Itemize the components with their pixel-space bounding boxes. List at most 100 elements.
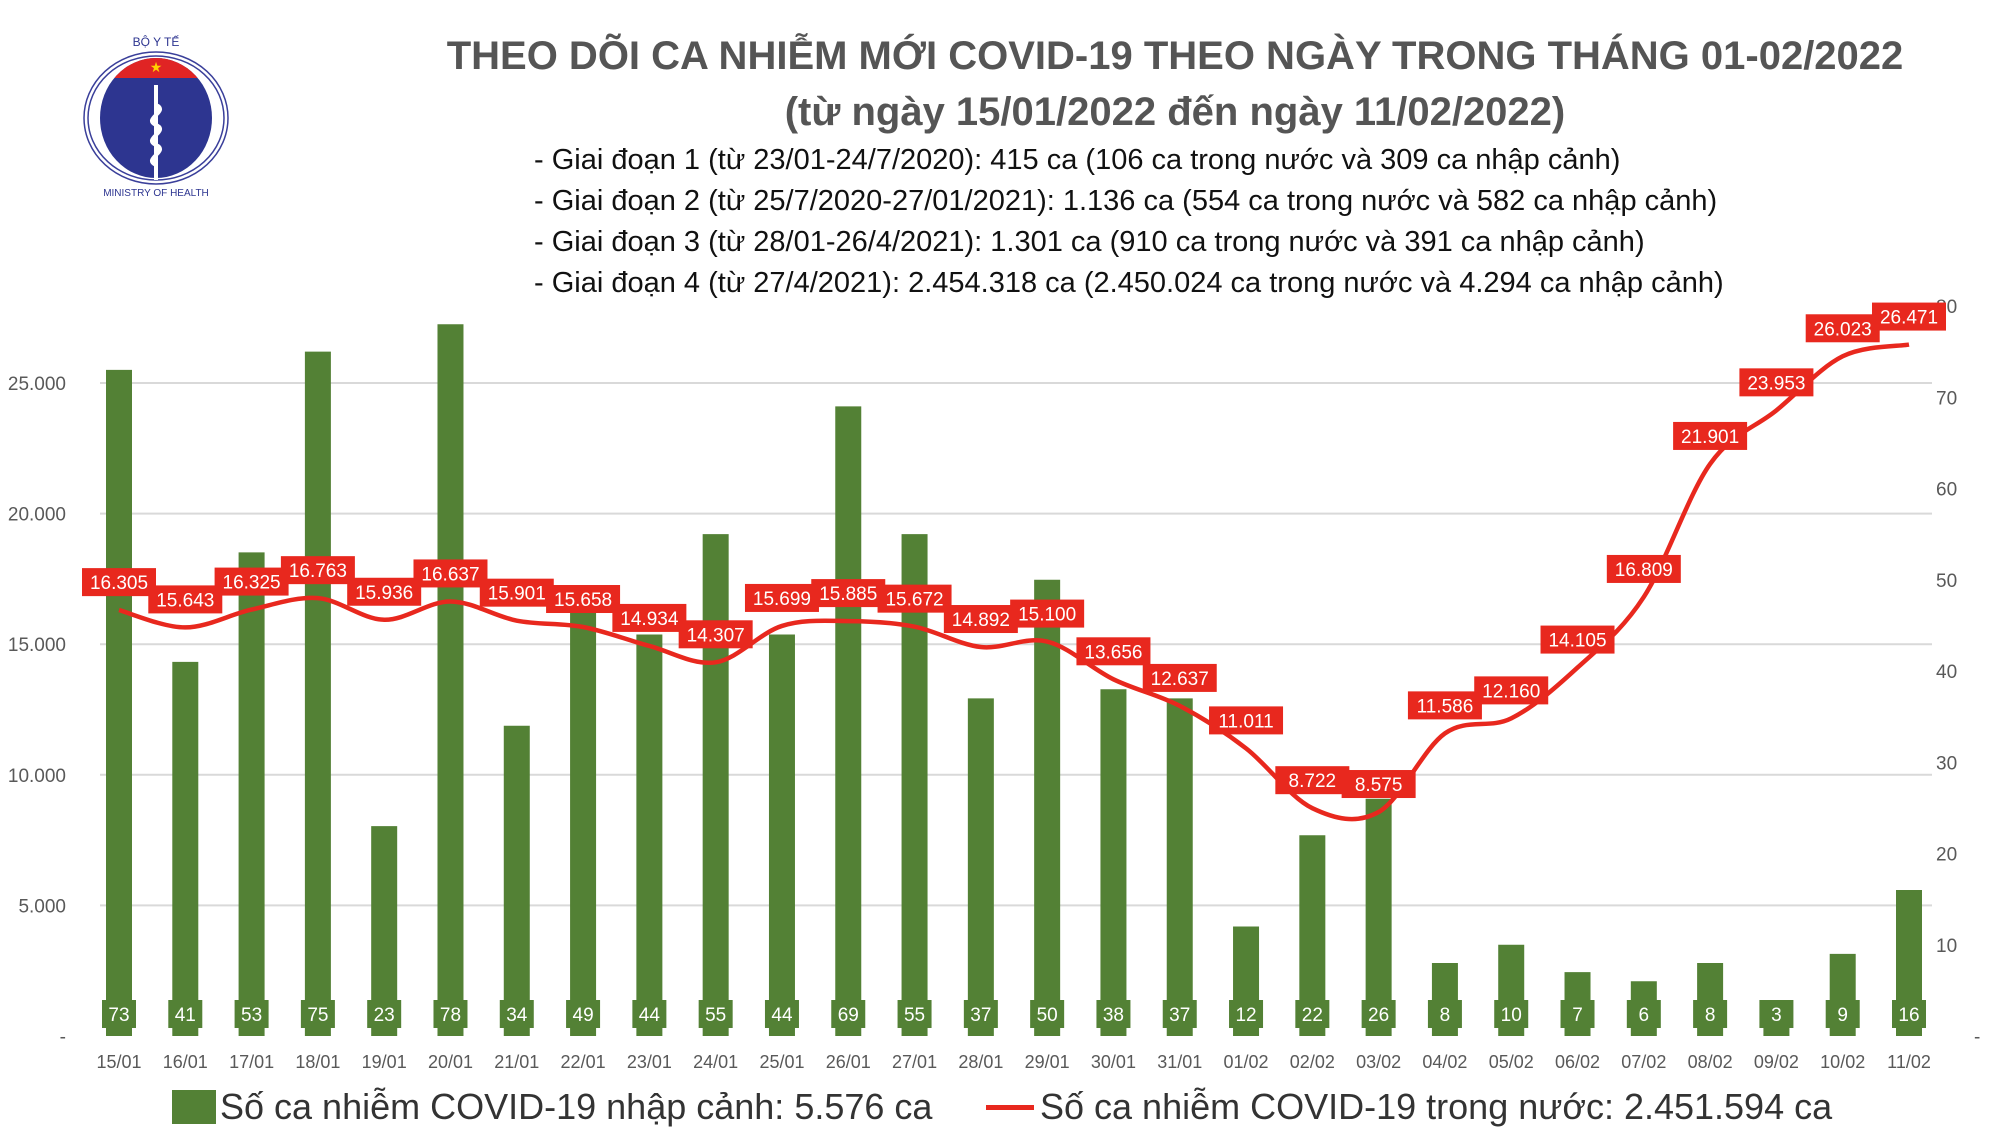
- line-label-box: [214, 567, 289, 596]
- bar-label: 78: [440, 1005, 461, 1026]
- line-label: 16.325: [223, 573, 281, 594]
- line-label: 16.637: [421, 564, 479, 585]
- bar-label-box: [764, 1000, 799, 1028]
- line-label-box: [280, 556, 355, 585]
- line-label: 8.722: [1289, 771, 1337, 792]
- right-axis-tick: 40: [1936, 662, 1957, 683]
- x-axis-tick: 08/02: [1688, 1052, 1733, 1072]
- bar-label-box: [698, 1000, 733, 1028]
- line-label: 12.637: [1151, 669, 1209, 690]
- line-label: 14.934: [620, 609, 679, 630]
- x-axis-tick: 23/01: [627, 1052, 672, 1072]
- bar: [106, 369, 132, 1036]
- bar-label: 22: [1302, 1005, 1323, 1026]
- bar-label: 34: [506, 1005, 528, 1026]
- line-label: 15.901: [488, 584, 546, 605]
- line-label: 21.901: [1681, 427, 1739, 448]
- line-label-box: [1872, 302, 1946, 331]
- line-label-box: [1142, 663, 1217, 692]
- bar-label-box: [1693, 1000, 1728, 1028]
- line-label: 15.100: [1018, 605, 1076, 626]
- right-axis-tick: 30: [1936, 753, 1957, 774]
- bar-label-box: [1162, 1000, 1197, 1028]
- bar: [238, 552, 265, 1036]
- bar-label-box: [1494, 1000, 1529, 1028]
- bar-label-box: [831, 1000, 866, 1028]
- bar-label: 75: [307, 1005, 328, 1026]
- bar-label: 3: [1771, 1005, 1782, 1026]
- line-label: 15.658: [554, 590, 612, 611]
- bar-label-box: [1892, 1000, 1926, 1028]
- left-axis-tick: 20.000: [8, 505, 66, 526]
- x-axis-tick: 27/01: [892, 1052, 937, 1072]
- x-axis-tick: 24/01: [693, 1052, 738, 1072]
- x-axis-tick: 18/01: [295, 1052, 340, 1072]
- chart-subtitle: (từ ngày 15/01/2022 đến ngày 11/02/2022): [784, 90, 1566, 134]
- x-axis-tick: 01/02: [1224, 1052, 1269, 1072]
- x-axis-tick: 06/02: [1555, 1052, 1600, 1072]
- bar-label: 8: [1705, 1005, 1716, 1026]
- line-label: 14.105: [1548, 631, 1606, 652]
- bar: [503, 725, 530, 1036]
- chart-title: THEO DÕI CA NHIỄM MỚI COVID-19 THEO NGÀY…: [446, 34, 1904, 78]
- legend-label-imported: Số ca nhiễm COVID-19 nhập cảnh: 5.576 ca: [220, 1086, 933, 1127]
- bar-label: 69: [838, 1005, 859, 1026]
- bar-label: 37: [1169, 1005, 1190, 1026]
- x-axis-tick: 26/01: [826, 1052, 871, 1072]
- bar-label-box: [1229, 1000, 1264, 1028]
- bar-label: 55: [705, 1005, 726, 1026]
- ministry-logo: ★ BỘ Y TẾ MINISTRY OF HEALTH: [83, 34, 229, 199]
- bar-label-box: [234, 1000, 269, 1028]
- bar-label-box: [433, 1000, 468, 1028]
- bar-label: 16: [1898, 1005, 1919, 1026]
- bar-label: 44: [639, 1005, 661, 1026]
- right-axis-tick: 70: [1936, 388, 1957, 409]
- line-label-box: [1606, 554, 1681, 583]
- x-axis-tick: 04/02: [1422, 1052, 1467, 1072]
- svg-text:★: ★: [150, 59, 163, 75]
- line-label-box: [1540, 625, 1615, 654]
- x-axis-tick: 11/02: [1887, 1052, 1931, 1072]
- bar: [437, 324, 464, 1036]
- line-label: 15.672: [885, 590, 943, 611]
- bar-label-box: [1560, 1000, 1595, 1028]
- x-axis-tick: 03/02: [1356, 1052, 1401, 1072]
- legend-domestic: Số ca nhiễm COVID-19 trong nước: 2.451.5…: [986, 1086, 1832, 1128]
- line-label: 15.643: [156, 590, 214, 611]
- line-label-box: [877, 584, 952, 613]
- x-axis-tick: 30/01: [1091, 1052, 1136, 1072]
- line-label: 15.699: [753, 589, 811, 610]
- line-label: 23.953: [1747, 373, 1805, 394]
- bar-label: 55: [904, 1005, 925, 1026]
- bar-label: 44: [771, 1005, 793, 1026]
- bar-label: 10: [1501, 1005, 1522, 1026]
- left-axis-tick: 25.000: [8, 374, 66, 395]
- line-label: 11.011: [1218, 711, 1273, 732]
- line-label: 13.656: [1084, 642, 1142, 663]
- line-label: 15.936: [355, 583, 413, 604]
- bar-label-box: [1361, 1000, 1396, 1028]
- logo-text-bottom: MINISTRY OF HEALTH: [103, 188, 209, 199]
- phase-1: - Giai đoạn 1 (từ 23/01-24/7/2020): 415 …: [534, 144, 1621, 176]
- bar-label: 23: [374, 1005, 395, 1026]
- x-axis-tick: 25/01: [759, 1052, 804, 1072]
- x-axis-tick: 21/01: [494, 1052, 539, 1072]
- x-axis-tick: 31/01: [1157, 1052, 1202, 1072]
- bar-label: 8: [1440, 1005, 1451, 1026]
- line-label: 12.160: [1482, 681, 1540, 702]
- x-axis-tick: 15/01: [96, 1052, 141, 1072]
- right-axis-tick: 60: [1936, 480, 1957, 501]
- x-axis-tick: 22/01: [561, 1052, 606, 1072]
- x-axis-tick: 19/01: [362, 1052, 407, 1072]
- bar-label: 53: [241, 1005, 262, 1026]
- bar-label-box: [632, 1000, 667, 1028]
- bar-label: 38: [1103, 1005, 1124, 1026]
- left-axis-tick: 5.000: [18, 896, 66, 917]
- bar-label-box: [963, 1000, 998, 1028]
- bar: [901, 534, 928, 1036]
- line-label-box: [1673, 421, 1748, 450]
- line-label-box: [1739, 368, 1814, 397]
- bar-label-box: [499, 1000, 534, 1028]
- line-label: 14.307: [687, 625, 745, 646]
- line-label-box: [744, 583, 819, 612]
